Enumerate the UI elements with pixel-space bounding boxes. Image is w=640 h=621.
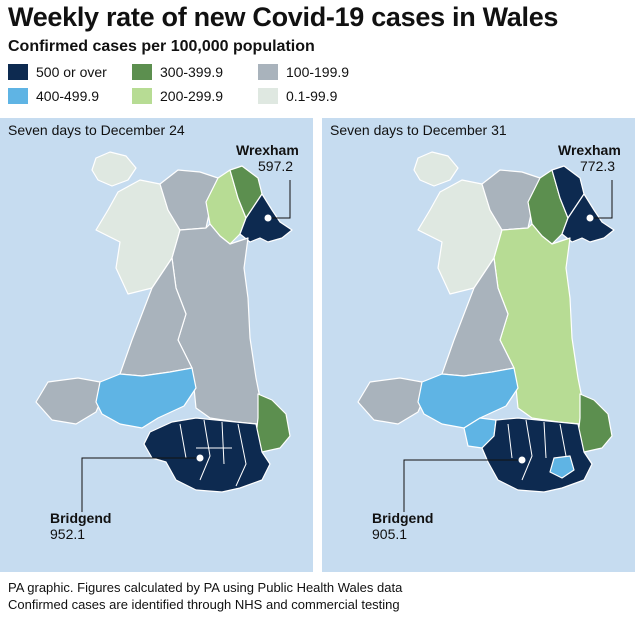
legend-swatch [132, 88, 152, 104]
wrexham-marker [586, 214, 594, 222]
wrexham-leader-line [594, 180, 613, 219]
region-carmarthenshire [95, 367, 197, 429]
wales-map-dec-24 [35, 151, 293, 512]
legend-swatch [8, 64, 28, 80]
legend-swatch [258, 64, 278, 80]
region-pembrokeshire [357, 377, 425, 425]
region-cardiff-vale [549, 455, 575, 479]
legend: 500 or over 400-499.9 300-399.9 200-299.… [8, 62, 428, 108]
footer-notes: PA graphic. Figures calculated by PA usi… [8, 579, 402, 613]
callout-bridgend-name: Bridgend [372, 510, 434, 526]
region-monmouthshire [255, 393, 291, 453]
bridgend-leader-line [403, 459, 518, 512]
legend-title: Confirmed cases per 100,000 population [8, 38, 315, 55]
footer-source: PA graphic. Figures calculated by PA usi… [8, 580, 403, 595]
legend-swatch [132, 64, 152, 80]
legend-item-100: 100-199.9 [258, 62, 349, 82]
region-pembrokeshire [35, 377, 103, 425]
wrexham-marker [264, 214, 272, 222]
bridgend-marker [518, 456, 526, 464]
map-panel-dec-24: Seven days to December 24 Wrexham 597.2 … [0, 118, 313, 572]
legend-item-0: 0.1-99.9 [258, 86, 337, 106]
map-panel-dec-31: Seven days to December 31 Wrexham 772.3 … [322, 118, 635, 572]
legend-item-300: 300-399.9 [132, 62, 223, 82]
legend-item-200: 200-299.9 [132, 86, 223, 106]
callout-bridgend-value: 905.1 [372, 526, 408, 542]
region-anglesey [413, 151, 459, 187]
callout-wrexham-value: 772.3 [580, 158, 616, 174]
region-anglesey [91, 151, 137, 187]
legend-label: 0.1-99.9 [286, 88, 338, 104]
callout-bridgend-name: Bridgend [50, 510, 112, 526]
legend-swatch [258, 88, 278, 104]
wales-map-dec-31 [357, 151, 615, 512]
panel-title: Seven days to December 24 [8, 122, 185, 138]
legend-label: 300-399.9 [160, 64, 224, 80]
legend-swatch [8, 88, 28, 104]
callout-wrexham-name: Wrexham [558, 142, 621, 158]
legend-item-500-plus: 500 or over [8, 62, 107, 82]
footer-note: Confirmed cases are identified through N… [8, 597, 400, 612]
region-south-east [481, 417, 593, 493]
region-carmarthenshire [417, 367, 519, 429]
bridgend-leader-line [81, 457, 196, 512]
bridgend-marker [196, 454, 204, 462]
callout-wrexham-value: 597.2 [258, 158, 294, 174]
wrexham-leader-line [272, 180, 291, 219]
callout-bridgend-value: 952.1 [50, 526, 86, 542]
region-monmouthshire [577, 393, 613, 453]
legend-label: 100-199.9 [286, 64, 350, 80]
region-south-east [143, 417, 271, 493]
legend-label: 200-299.9 [160, 88, 224, 104]
callout-wrexham-name: Wrexham [236, 142, 299, 158]
legend-label: 400-499.9 [36, 88, 100, 104]
legend-label: 500 or over [36, 64, 107, 80]
panel-title: Seven days to December 31 [330, 122, 507, 138]
region-borders [507, 419, 567, 481]
page-title: Weekly rate of new Covid-19 cases in Wal… [8, 2, 559, 32]
region-borders [179, 419, 247, 487]
legend-item-400: 400-499.9 [8, 86, 99, 106]
